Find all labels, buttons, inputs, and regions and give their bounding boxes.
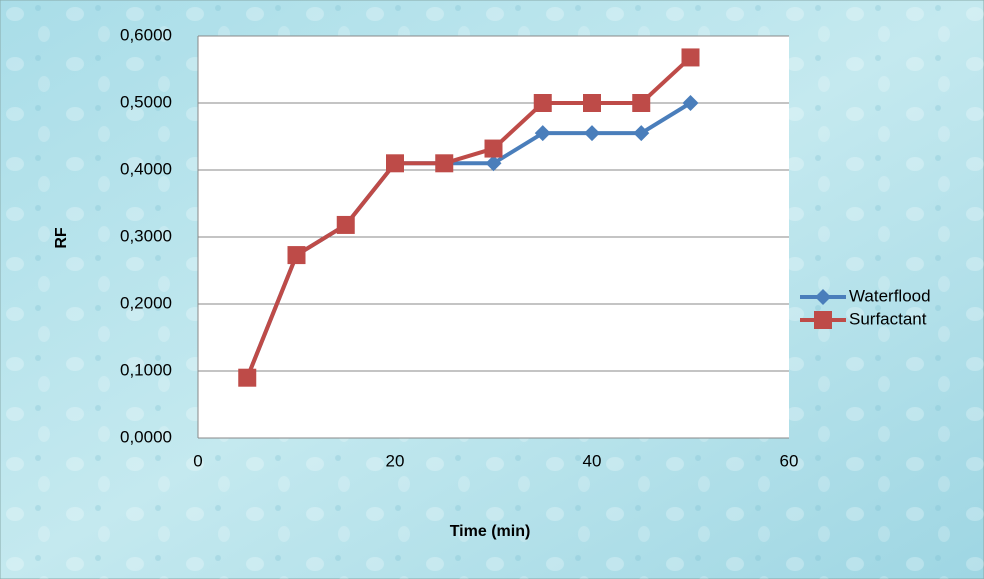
data-point: [386, 154, 404, 172]
x-tick-label: 60: [780, 451, 799, 470]
x-tick-label: 20: [386, 451, 405, 470]
data-point: [632, 94, 650, 112]
y-tick-label: 0,0000: [120, 427, 172, 446]
y-tick-label: 0,6000: [120, 25, 172, 44]
y-tick-label: 0,2000: [120, 293, 172, 312]
data-point: [534, 94, 552, 112]
data-point: [583, 94, 601, 112]
data-point: [238, 369, 256, 387]
x-tick-label: 0: [193, 451, 202, 470]
x-axis-title: Time (min): [450, 523, 531, 540]
data-point: [485, 140, 503, 158]
y-tick-label: 0,5000: [120, 92, 172, 111]
legend-marker: [814, 311, 832, 329]
data-point: [337, 216, 355, 234]
y-tick-label: 0,4000: [120, 159, 172, 178]
legend-label: Surfactant: [849, 309, 927, 328]
y-axis-title: RF: [53, 227, 70, 249]
data-point: [435, 154, 453, 172]
legend-label: Waterflood: [849, 286, 931, 305]
chart: RF Time (min) 0,0000 0,1000 0,2000 0,3000 0,…: [0, 0, 984, 579]
y-tick-label: 0,3000: [120, 226, 172, 245]
data-point: [288, 246, 306, 264]
x-tick-label: 40: [583, 451, 602, 470]
y-tick-label: 0,1000: [120, 360, 172, 379]
data-point: [682, 48, 700, 66]
